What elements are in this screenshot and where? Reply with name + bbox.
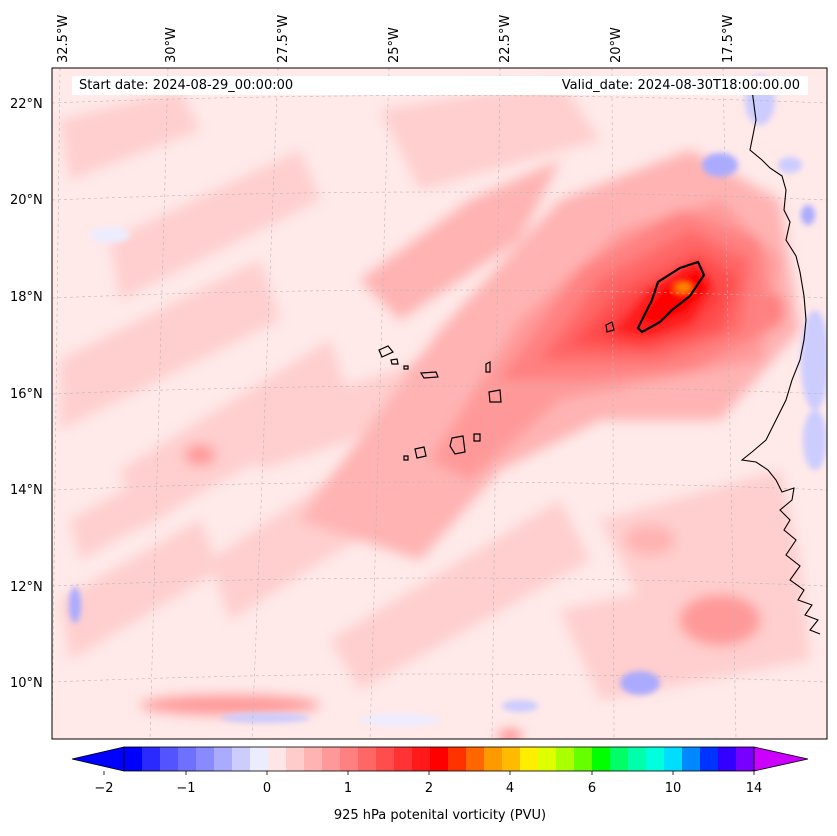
lat-label-20n: 20°N bbox=[10, 193, 43, 208]
lat-label-18n: 18°N bbox=[10, 290, 43, 305]
colorbar-under-triangle bbox=[71, 746, 125, 772]
cb-tick-label: 10 bbox=[664, 781, 682, 796]
lat-label-14n: 14°N bbox=[10, 483, 43, 498]
colorbar-segment bbox=[196, 747, 215, 771]
graticule bbox=[52, 68, 827, 739]
map-panel bbox=[52, 68, 827, 739]
lon-label-32-5w: 32.5°W bbox=[56, 14, 71, 63]
colorbar-segment bbox=[160, 747, 179, 771]
cb-tick-label: 0 bbox=[262, 781, 272, 796]
lon-label-20w: 20°W bbox=[609, 27, 624, 63]
colorbar-segment bbox=[574, 747, 593, 771]
lat-label-22n: 22°N bbox=[10, 97, 43, 112]
cape-verde-islands bbox=[378, 345, 502, 461]
lon-label-27-5w: 27.5°W bbox=[276, 14, 291, 63]
colorbar-segment bbox=[322, 747, 341, 771]
lon-label-25w: 25°W bbox=[387, 27, 402, 63]
colorbar-segment bbox=[520, 747, 539, 771]
pv-2-contour-small bbox=[605, 321, 615, 333]
colorbar-segment bbox=[232, 747, 251, 771]
colorbar-segment bbox=[268, 747, 287, 771]
cb-tick-label: 2 bbox=[424, 781, 434, 796]
valid-date-text: Valid_date: 2024-08-30T18:00:00.00 bbox=[561, 78, 800, 93]
colorbar-segment bbox=[358, 747, 377, 771]
colorbar-segment bbox=[466, 747, 485, 771]
colorbar-over-triangle bbox=[753, 746, 809, 772]
colorbar-segment bbox=[340, 747, 359, 771]
cb-tick-label: −1 bbox=[176, 781, 196, 796]
colorbar-segment bbox=[628, 747, 647, 771]
lat-label-12n: 12°N bbox=[10, 580, 43, 595]
colorbar-segment bbox=[448, 747, 467, 771]
colorbar-segment bbox=[250, 747, 269, 771]
start-date-text: Start date: 2024-08-29_00:00:00 bbox=[79, 78, 294, 93]
colorbar-segment bbox=[142, 747, 161, 771]
lon-label-30w: 30°W bbox=[164, 27, 179, 63]
colorbar-segment bbox=[502, 747, 521, 771]
colorbar-segment bbox=[286, 747, 305, 771]
colorbar-segment bbox=[610, 747, 629, 771]
colorbar-label: 925 hPa potenital vorticity (PVU) bbox=[333, 808, 547, 823]
header-box bbox=[72, 76, 808, 95]
colorbar-segment bbox=[124, 747, 143, 771]
colorbar-segment bbox=[700, 747, 719, 771]
colorbar-segment bbox=[214, 747, 233, 771]
colorbar bbox=[71, 746, 809, 775]
colorbar-segment bbox=[412, 747, 431, 771]
colorbar-segment bbox=[736, 747, 755, 771]
colorbar-segment bbox=[484, 747, 503, 771]
colorbar-segment bbox=[682, 747, 701, 771]
lat-label-16n: 16°N bbox=[10, 387, 43, 402]
lon-label-22-5w: 22.5°W bbox=[498, 14, 513, 63]
africa-coastline bbox=[740, 89, 821, 635]
colorbar-segment bbox=[178, 747, 197, 771]
colorbar-segment bbox=[538, 747, 557, 771]
cb-tick-label: 1 bbox=[343, 781, 353, 796]
colorbar-segment bbox=[592, 747, 611, 771]
colorbar-segment bbox=[376, 747, 395, 771]
lat-label-10n: 10°N bbox=[10, 676, 43, 691]
cb-tick-label: −2 bbox=[94, 781, 114, 796]
colorbar-segment bbox=[304, 747, 323, 771]
pv-2-contour bbox=[636, 260, 706, 334]
colorbar-segment bbox=[556, 747, 575, 771]
cb-tick-label: 14 bbox=[745, 781, 763, 796]
colorbar-segment bbox=[646, 747, 665, 771]
colorbar-segment bbox=[394, 747, 413, 771]
colorbar-segment bbox=[430, 747, 449, 771]
map-frame bbox=[51, 67, 828, 740]
lon-label-17-5w: 17.5°W bbox=[721, 14, 736, 63]
colorbar-frame bbox=[123, 746, 755, 772]
pv-field-negative bbox=[69, 75, 827, 726]
cb-tick-label: 4 bbox=[505, 781, 515, 796]
colorbar-segment bbox=[664, 747, 683, 771]
colorbar-segment bbox=[718, 747, 737, 771]
cb-tick-label: 6 bbox=[587, 781, 597, 796]
pv-field-patches bbox=[140, 292, 784, 739]
